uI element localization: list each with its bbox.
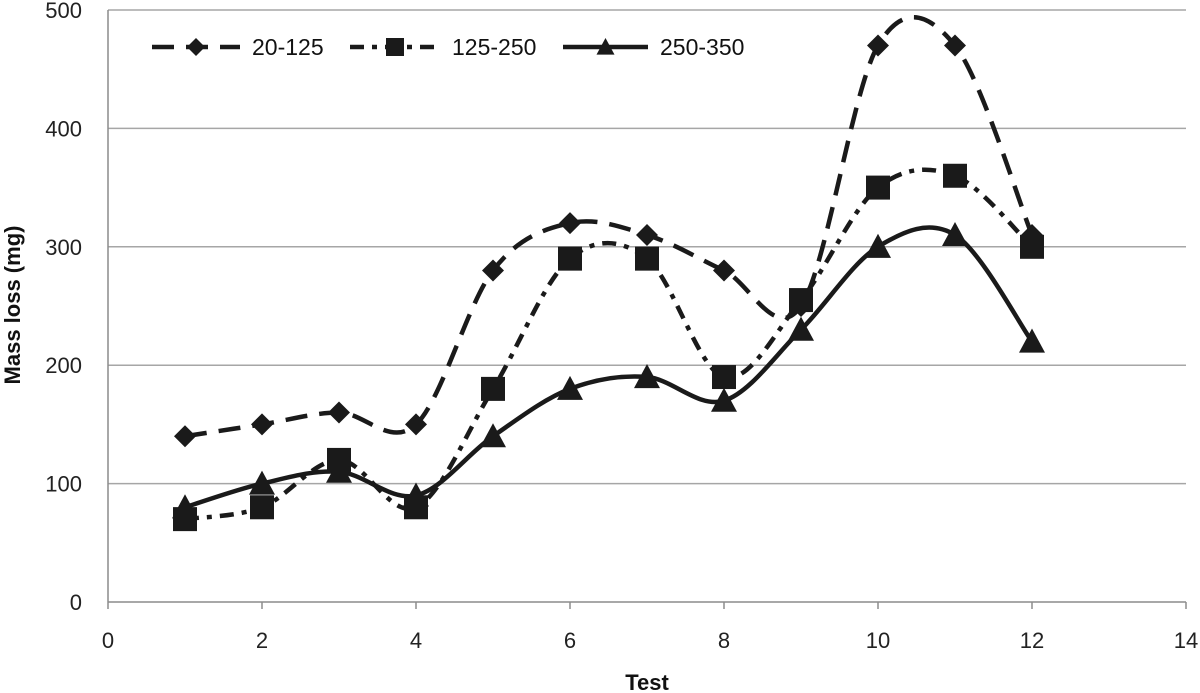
marker-250-350-11 <box>942 221 968 247</box>
marker-20-125-5 <box>482 259 504 282</box>
y-tick-label: 300 <box>45 235 82 260</box>
marker-250-350-10 <box>865 233 891 258</box>
series-markers <box>172 34 1045 532</box>
y-tick-label: 0 <box>70 590 82 615</box>
x-tick-label: 12 <box>1020 628 1044 653</box>
marker-250-350-6 <box>557 375 583 400</box>
y-axis-title: Mass loss (mg) <box>0 226 25 385</box>
series-line-20-125 <box>184 14 1035 439</box>
series-lines <box>184 14 1035 522</box>
marker-20-125-6 <box>559 212 581 235</box>
marker-20-125-11 <box>944 34 966 57</box>
y-tick-label: 500 <box>45 0 82 23</box>
marker-20-125-8 <box>713 259 735 282</box>
legend-swatch-marker <box>386 38 404 56</box>
marker-125-250-11 <box>943 163 967 188</box>
marker-250-350-3 <box>326 458 352 483</box>
marker-250-350-12 <box>1019 328 1045 353</box>
x-axis-title: Test <box>625 670 669 693</box>
x-tick-labels: 0 2 4 6 8 10 12 14 <box>102 628 1198 653</box>
marker-125-250-2 <box>250 495 274 520</box>
marker-125-250-5 <box>481 376 505 401</box>
marker-125-250-6 <box>558 246 582 271</box>
legend-swatch-marker <box>187 38 205 56</box>
x-tick-label: 6 <box>564 628 576 653</box>
marker-125-250-8 <box>712 365 736 390</box>
axes <box>107 10 1187 609</box>
legend-item-125-250: 125-250 <box>350 34 536 60</box>
marker-250-350-8 <box>711 387 737 412</box>
legend-swatch-marker <box>596 38 615 55</box>
y-tick-labels: 0 100 200 300 400 500 <box>45 0 82 615</box>
marker-20-125-3 <box>328 401 350 424</box>
legend: 20-125 125-250 250-350 <box>152 34 744 60</box>
marker-125-250-10 <box>866 175 890 200</box>
marker-250-350-5 <box>480 423 506 448</box>
marker-250-350-4 <box>403 482 429 507</box>
marker-250-350-9 <box>788 316 814 341</box>
marker-250-350-2 <box>249 470 275 495</box>
marker-250-350-1 <box>172 494 198 519</box>
legend-item-20-125: 20-125 <box>152 34 324 60</box>
x-tick-label: 8 <box>718 628 730 653</box>
marker-20-125-4 <box>405 413 427 436</box>
marker-20-125-2 <box>251 413 273 436</box>
marker-20-125-7 <box>636 223 658 246</box>
marker-125-250-12 <box>1020 234 1044 259</box>
series-line-125-250 <box>184 167 1034 522</box>
series-line-250-350 <box>184 225 1034 510</box>
marker-125-250-9 <box>789 288 813 313</box>
x-tick-label: 10 <box>866 628 890 653</box>
legend-label: 250-350 <box>660 34 744 60</box>
y-tick-label: 200 <box>45 353 82 378</box>
legend-label: 20-125 <box>252 34 324 60</box>
marker-20-125-1 <box>174 425 196 448</box>
legend-item-250-350: 250-350 <box>563 34 744 60</box>
x-tick-label: 14 <box>1174 628 1198 653</box>
marker-20-125-10 <box>867 34 889 57</box>
legend-label: 125-250 <box>452 34 536 60</box>
marker-250-350-7 <box>634 364 660 389</box>
x-tick-label: 2 <box>256 628 268 653</box>
y-tick-label: 400 <box>45 116 82 141</box>
x-tick-label: 4 <box>410 628 422 653</box>
x-tick-label: 0 <box>102 628 114 653</box>
marker-125-250-7 <box>635 246 659 271</box>
y-tick-label: 100 <box>45 472 82 497</box>
